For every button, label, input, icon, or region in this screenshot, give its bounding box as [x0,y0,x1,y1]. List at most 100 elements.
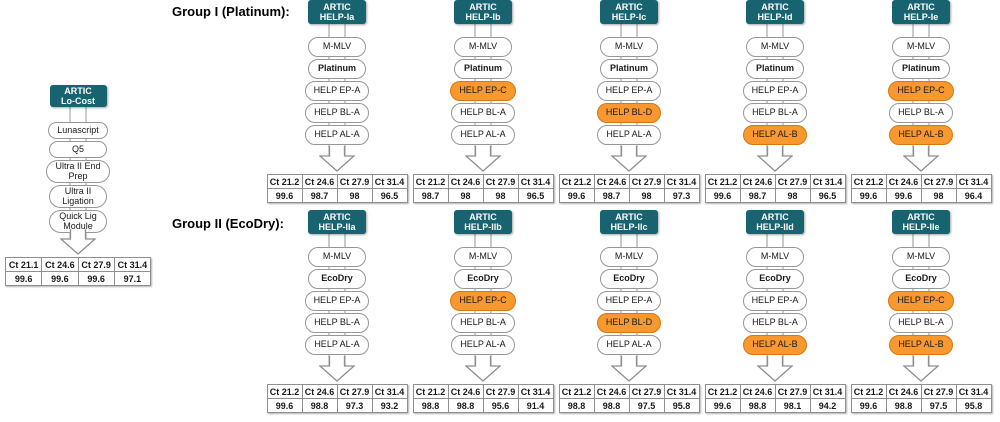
down-arrow-icon [60,229,96,255]
ct-value-row: 99.6 98.8 97.5 95.8 [850,398,992,413]
ct-value-cell: 98.7 [739,188,776,203]
ct-header-cell: Ct 21.2 [412,174,449,189]
ct-value-cell: 99.6 [41,271,79,286]
ct-header-cell: Ct 27.9 [774,384,811,399]
ct-table: Ct 21.2 Ct 24.6 Ct 27.9 Ct 31.4 99.6 99.6 98 9… [850,174,992,203]
ct-value-cell: 98 [628,188,665,203]
ct-value-row: 99.6 99.6 99.6 97.1 [4,271,152,286]
protocol-header: ARTIC HELP-IIc [600,210,658,234]
ct-value-cell: 98.8 [558,398,595,413]
ct-value-row: 98.8 98.8 97.5 95.8 [558,398,700,413]
protocol-column: ARTIC HELP-Ie M-MLV Platinum HELP EP-C HELP… [848,0,994,203]
protocol-column: ARTIC HELP-Id M-MLV Platinum HELP EP-A HELP… [702,0,848,203]
ct-header-cell: Ct 27.9 [774,174,811,189]
ct-value-cell: 98.8 [301,398,338,413]
ct-header-row: Ct 21.2 Ct 24.6 Ct 27.9 Ct 31.4 [558,384,700,399]
protocol-header: ARTIC HELP-IIe [892,210,950,234]
step-pill: HELP EP-A [596,81,662,101]
ct-header-cell: Ct 24.6 [885,174,922,189]
step-pill: Ultra II End Prep [46,160,110,183]
protocol-header: ARTIC HELP-IId [746,210,804,234]
down-arrow-icon [319,356,355,382]
protocol-header: ARTIC HELP-Ia [308,0,366,24]
step-pill: HELP AL-B [743,125,807,145]
step-pill: EcoDry [454,269,512,289]
ct-value-cell: 99.6 [4,271,43,286]
ct-value-cell: 96.5 [517,188,554,203]
step-pill: M-MLV [308,37,366,57]
ct-value-cell: 98.7 [593,188,630,203]
ct-table: Ct 21.2 Ct 24.6 Ct 27.9 Ct 31.4 99.6 98.7 98 9… [704,174,846,203]
ct-header-row: Ct 21.2 Ct 24.6 Ct 27.9 Ct 31.4 [558,174,700,189]
lo-cost-protocol-area: ARTIC Lo-Cost Lunascript Q5 Ultra II End P… [4,85,152,320]
ct-header-row: Ct 21.2 Ct 24.6 Ct 27.9 Ct 31.4 [266,384,408,399]
protocol-header: ARTIC HELP-Ib [454,0,512,24]
ct-value-cell: 93.2 [371,398,408,413]
ct-value-cell: 97.3 [663,188,700,203]
ct-header-cell: Ct 31.4 [371,384,408,399]
step-pill: M-MLV [746,247,804,267]
ct-table: Ct 21.2 Ct 24.6 Ct 27.9 Ct 31.4 99.6 98.8 97.… [266,384,408,413]
ct-value-cell: 99.6 [850,398,887,413]
ct-header-cell: Ct 21.2 [558,384,595,399]
step-pill: HELP AL-B [889,125,953,145]
ct-value-cell: 99.6 [77,271,115,286]
ct-header-cell: Ct 24.6 [301,384,338,399]
ct-header-cell: Ct 27.9 [336,174,373,189]
step-pill: M-MLV [746,37,804,57]
ct-value-cell: 97.3 [336,398,373,413]
ct-table: Ct 21.2 Ct 24.6 Ct 27.9 Ct 31.4 98.8 98.8 97.… [558,384,700,413]
down-arrow-icon [757,146,793,172]
ct-value-cell: 96.4 [955,188,992,203]
ct-header-row: Ct 21.2 Ct 24.6 Ct 27.9 Ct 31.4 [704,384,846,399]
down-arrow-icon [465,356,501,382]
ct-value-cell: 97.5 [920,398,957,413]
ct-value-cell: 99.6 [704,188,741,203]
step-pill: HELP EP-A [742,81,808,101]
ct-value-cell: 98 [482,188,519,203]
step-pill: HELP EP-A [596,291,662,311]
ct-header-row: Ct 21.2 Ct 24.6 Ct 27.9 Ct 31.4 [850,174,992,189]
ct-value-row: 98.7 98 98 96.5 [412,188,554,203]
ct-value-row: 99.6 99.6 98 96.4 [850,188,992,203]
ct-header-cell: Ct 31.4 [809,174,846,189]
protocol-header: ARTIC HELP-IIb [454,210,512,234]
ct-value-row: 98.8 98.8 95.6 91.4 [412,398,554,413]
step-pill: Lunascript [48,122,108,139]
ct-value-cell: 98.7 [412,188,449,203]
step-pill: HELP BL-A [451,103,515,123]
step-pill: Platinum [308,59,366,79]
protocol-column: ARTIC HELP-Ic M-MLV Platinum HELP EP-A HELP… [556,0,702,203]
ct-header-cell: Ct 21.2 [704,174,741,189]
ct-value-cell: 98 [336,188,373,203]
ct-header-cell: Ct 21.2 [266,174,303,189]
ct-value-cell: 98 [774,188,811,203]
step-pill: M-MLV [454,247,512,267]
protocol-column: ARTIC HELP-IIe M-MLV EcoDry HELP EP-C HELP … [848,210,994,413]
ct-value-cell: 99.6 [704,398,741,413]
ct-value-row: 99.6 98.7 98 96.5 [704,188,846,203]
ct-header-row: Ct 21.2 Ct 24.6 Ct 27.9 Ct 31.4 [266,174,408,189]
ct-value-cell: 96.5 [371,188,408,203]
ct-value-cell: 99.6 [885,188,922,203]
protocol-header: ARTIC HELP-Ic [600,0,658,24]
step-pill: M-MLV [600,247,658,267]
step-pill: HELP BL-A [743,103,807,123]
down-arrow-icon [903,356,939,382]
step-pill: HELP BL-D [596,103,662,123]
step-pill: HELP AL-A [597,335,661,355]
ct-value-cell: 98.8 [447,398,484,413]
ct-table: Ct 21.2 Ct 24.6 Ct 27.9 Ct 31.4 98.7 98 98 96.… [412,174,554,203]
ct-value-cell: 98.8 [885,398,922,413]
ct-table: Ct 21.1 Ct 24.6 Ct 27.9 Ct 31.4 99.6 99.6 99.… [4,257,152,286]
protocol-header: ARTIC HELP-IIa [308,210,366,234]
ct-value-cell: 96.5 [809,188,846,203]
ct-header-cell: Ct 27.9 [628,384,665,399]
ct-header-cell: Ct 21.2 [266,384,303,399]
ct-header-cell: Ct 21.2 [412,384,449,399]
ct-header-cell: Ct 24.6 [739,174,776,189]
ct-header-cell: Ct 24.6 [447,384,484,399]
ct-header-cell: Ct 31.4 [809,384,846,399]
ct-header-cell: Ct 24.6 [885,384,922,399]
